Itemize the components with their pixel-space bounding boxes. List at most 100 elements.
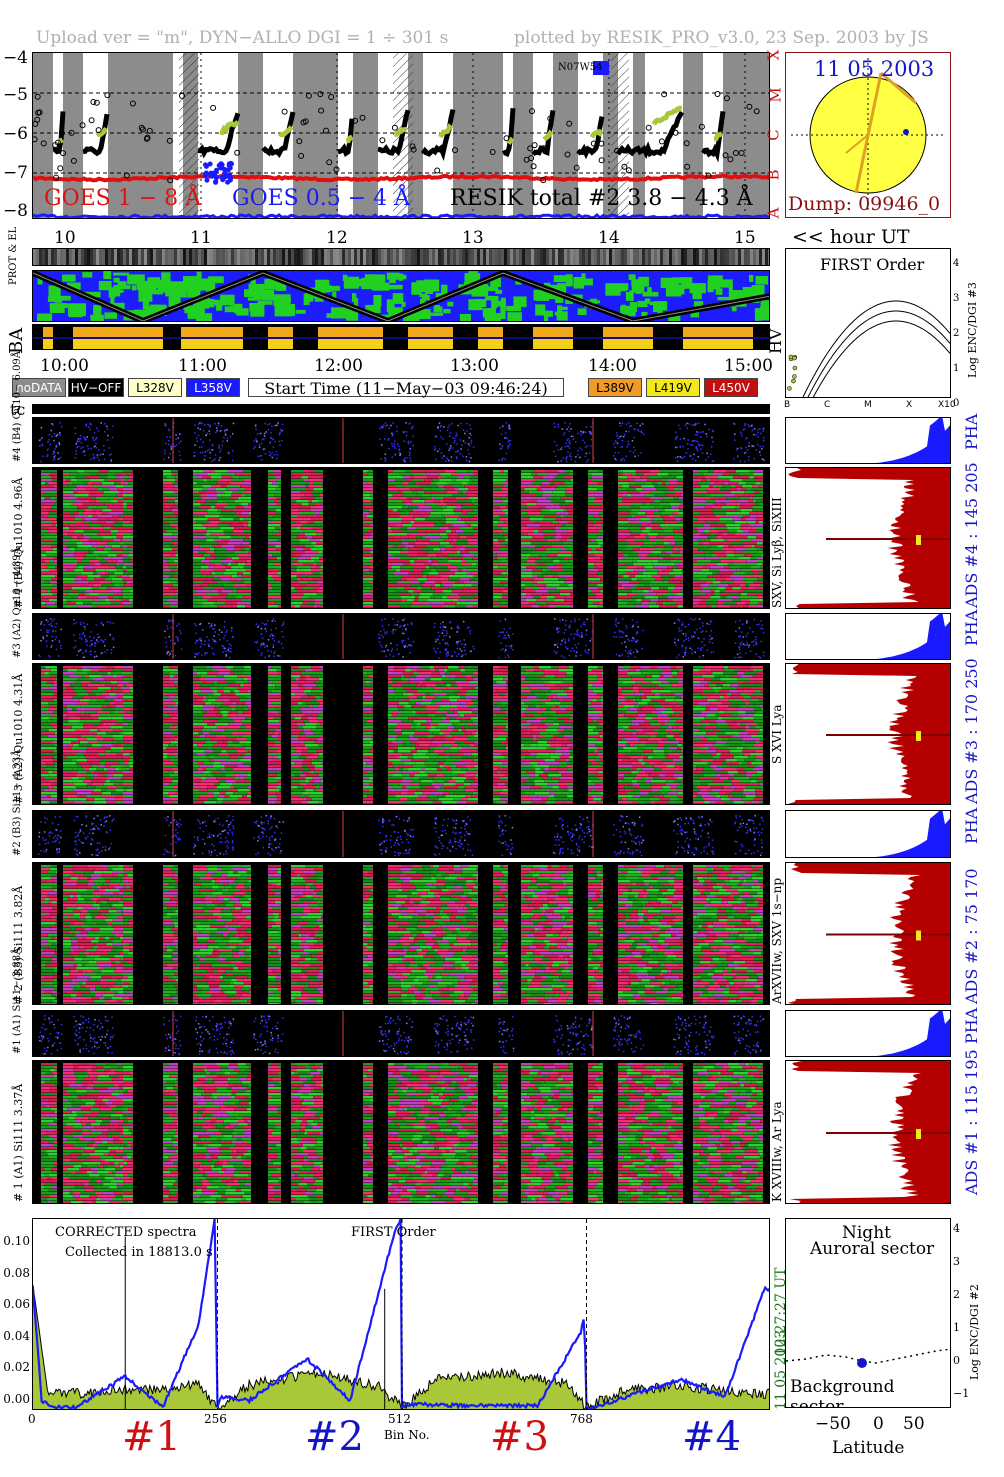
spectrogram-cell: [275, 488, 281, 491]
hv-strip-cell: [474, 249, 477, 265]
spectrogram-cell: [50, 590, 57, 593]
spectrogram-cell: [699, 602, 706, 605]
spectrogram-cell: [193, 575, 208, 578]
spectrogram-cell: [170, 554, 176, 557]
pha-count: [106, 649, 109, 651]
pha-count: [752, 445, 755, 448]
spectrogram-cell: [207, 518, 220, 521]
spectrogram-cell: [171, 470, 178, 473]
spectrogram-cell: [122, 503, 123, 506]
spectrogram-cell: [41, 503, 45, 506]
spectrogram-cell: [753, 581, 763, 584]
spectrogram-cell: [549, 509, 564, 512]
hv-strip-cell: [627, 249, 630, 265]
pha-count: [52, 630, 54, 633]
spectrogram-cell: [493, 476, 503, 479]
spectrogram-cell: [69, 539, 79, 542]
pha-count: [166, 652, 168, 655]
spectrogram-cell: [464, 584, 472, 587]
spectrogram-cell: [560, 518, 573, 521]
spectrogram-cell: [693, 473, 704, 476]
spectrogram-cell: [301, 476, 309, 479]
hv-strip-cell: [672, 249, 675, 265]
spectrogram-cell: [77, 533, 83, 536]
spectrogram-cell: [279, 566, 281, 569]
pha-count: [386, 424, 389, 426]
pha-count: [506, 437, 508, 440]
spectrogram-cell: [82, 512, 96, 515]
spectrogram-cell: [543, 578, 558, 581]
pha-count: [224, 647, 226, 649]
spectrogram-cell: [268, 581, 281, 584]
pha-count: [92, 453, 95, 456]
pha-count: [409, 652, 411, 654]
spectrogram-cell: [311, 518, 320, 521]
spectrogram-cell: [366, 488, 373, 491]
spectrogram-cell: [80, 518, 85, 521]
spectrogram-cell: [754, 545, 763, 548]
spectrogram-cell: [693, 536, 707, 539]
pha-count: [86, 623, 89, 626]
spectrogram-cell: [388, 479, 396, 482]
spectrogram-cell: [107, 596, 113, 599]
pha-count: [438, 422, 441, 424]
pha-count: [55, 445, 57, 448]
spectrogram-cell: [551, 542, 559, 545]
pha-count: [94, 642, 96, 645]
spectrogram-cell: [123, 509, 133, 512]
pha-count: [95, 438, 97, 440]
spectrogram-cell: [92, 497, 96, 500]
spectrogram-cell: [111, 527, 123, 530]
spectrogram-cell: [570, 536, 573, 539]
spectrogram-cell: [278, 599, 281, 602]
pha-count: [84, 635, 86, 637]
spectrogram-cell: [651, 521, 665, 524]
spectrogram-cell: [693, 476, 706, 479]
spectrogram-cell: [300, 578, 314, 581]
spectrogram-cell: [193, 566, 201, 569]
ba-block-orange: [318, 327, 383, 337]
spectrogram-cell: [291, 485, 305, 488]
pha-count: [41, 437, 43, 439]
pha-count: [175, 444, 178, 446]
spectrogram-cell: [163, 590, 177, 593]
spectrogram-cell: [704, 530, 709, 533]
spectrogram-cell: [166, 530, 178, 533]
protel-cell: [326, 313, 336, 318]
spectrogram-cell: [493, 491, 505, 494]
spectrogram-cell: [63, 584, 71, 587]
spectrogram-cell: [231, 575, 238, 578]
spectrogram-cell: [173, 482, 178, 485]
pha-count: [272, 646, 275, 648]
pha-count: [54, 455, 56, 457]
spectrogram-cell: [49, 569, 57, 572]
pha-count: [211, 444, 213, 447]
pha-count: [381, 425, 384, 428]
spectrogram-cell: [742, 533, 753, 536]
spectrogram-cell: [419, 593, 433, 596]
pha-count: [751, 424, 753, 426]
spectrogram-cell: [638, 551, 652, 554]
spectrogram-cell: [668, 581, 681, 584]
spectrogram-cell: [719, 530, 729, 533]
pha-count: [206, 652, 208, 654]
spectrogram-cell: [94, 563, 101, 566]
spectrogram-cell: [123, 563, 133, 566]
spectrogram-cell: [601, 548, 603, 551]
spectrogram-cell: [693, 527, 698, 530]
protel-cell: [370, 274, 386, 284]
pha-count: [592, 422, 594, 424]
spectrogram-cell: [49, 581, 57, 584]
hv-strip-cell: [684, 249, 687, 265]
time-tick: 15:00: [724, 356, 773, 376]
spectrogram-cell: [697, 539, 705, 542]
spectrogram-cell: [307, 515, 318, 518]
spectrogram-cell: [89, 500, 96, 503]
spectrogram-cell: [221, 539, 230, 542]
pha-count: [278, 440, 281, 443]
pha-count: [566, 445, 569, 447]
spectrogram-cell: [369, 581, 373, 584]
spectrogram-cell: [291, 488, 305, 491]
spectrogram-cell: [713, 473, 723, 476]
spectrogram-cell: [276, 503, 281, 506]
